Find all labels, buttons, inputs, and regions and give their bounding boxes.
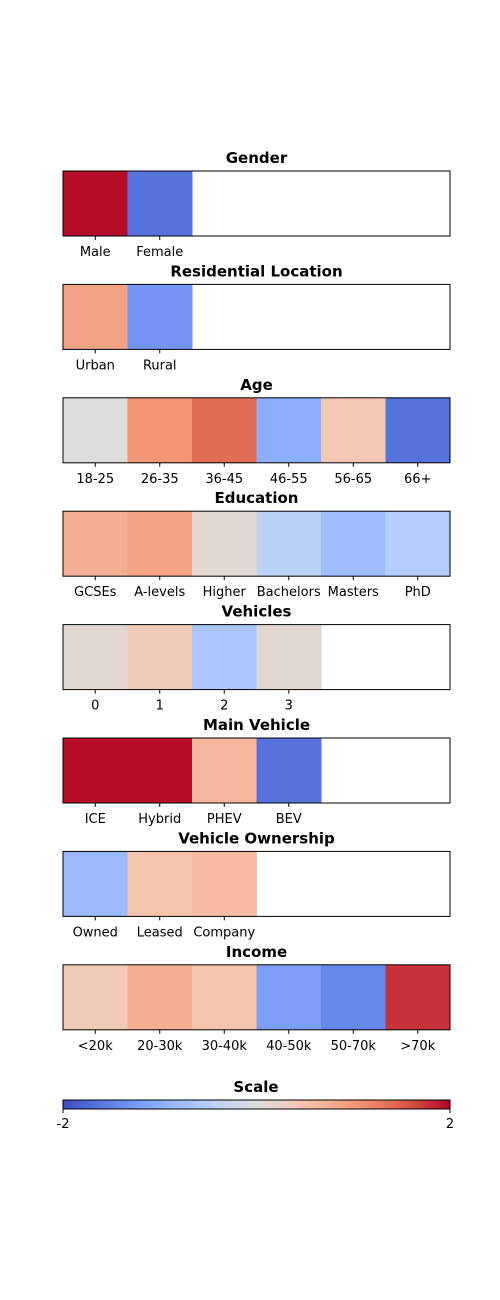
x-tick-label: 66+ [404, 472, 431, 487]
panel-frame [62, 737, 451, 804]
heatmap-cell [63, 964, 128, 1030]
heatmap-cell [127, 397, 193, 463]
panel-title: Main Vehicle [203, 716, 310, 734]
heatmap-cell [256, 624, 322, 690]
x-tick-label: 56-65 [334, 472, 372, 487]
colorbar-strip [62, 1099, 451, 1110]
x-tick-label: 2 [220, 699, 228, 714]
heatmap-cell [385, 397, 451, 463]
panel-frame [62, 850, 451, 917]
heatmap-cell [127, 624, 193, 690]
x-tick-label: 26-35 [141, 472, 179, 487]
x-tick-label: 3 [285, 699, 293, 714]
heatmap-cell [192, 964, 257, 1030]
panel-frame [62, 397, 451, 464]
panel-age: Age 18-25 26-35 36-45 46-55 56-65 66+ [62, 376, 451, 487]
x-tick-label: A-levels [134, 585, 185, 600]
x-tick-label: Higher [203, 585, 247, 600]
x-tick-label: 36-45 [205, 472, 243, 487]
x-tick-label: Owned [73, 925, 118, 940]
panel-vehicle-ownership: Vehicle Ownership Owned Leased Company [62, 829, 451, 940]
x-tick-label: Urban [76, 358, 115, 373]
x-tick-label: BEV [276, 812, 302, 827]
heatmap-cell [63, 851, 128, 917]
heatmap-cell [192, 511, 257, 577]
heatmap-cell [63, 624, 128, 690]
x-tick-label: 18-25 [76, 472, 114, 487]
heatmap-cell [127, 511, 193, 577]
heatmap-cell [192, 851, 257, 917]
heatmap-cell [256, 511, 322, 577]
x-tick-label: 50-70k [331, 1039, 377, 1054]
panel-frame [62, 624, 451, 691]
heatmap-cell [63, 511, 128, 577]
panel-title: Income [226, 943, 287, 961]
colorbar: Scale -2 2 [57, 1078, 455, 1132]
x-tick-label: Masters [328, 585, 379, 600]
panel-title: Vehicles [222, 603, 292, 621]
x-tick-label: 46-55 [270, 472, 308, 487]
x-tick-label: PhD [405, 585, 431, 600]
heatmap-cell [385, 511, 451, 577]
heatmap-cell [192, 624, 257, 690]
x-tick-label: Rural [143, 358, 177, 373]
heatmap-cell [127, 851, 193, 917]
heatmap-cell [321, 964, 386, 1030]
heatmap-cell [127, 738, 193, 803]
panel-gender: Gender Male Female [62, 149, 451, 260]
x-tick-label: 1 [156, 699, 164, 714]
x-tick-label: Female [136, 245, 183, 260]
heatmap-panels: Gender Male Female Residential Location Urba… [62, 149, 451, 1054]
heatmap-cell [63, 397, 128, 463]
heatmap-cell [63, 171, 128, 236]
heatmap-cell [192, 397, 257, 463]
heatmap-cell [127, 284, 193, 350]
colorbar-max-label: 2 [446, 1117, 454, 1132]
colorbar-min-label: -2 [57, 1117, 70, 1132]
x-tick-label: Bachelors [257, 585, 321, 600]
x-tick-label: 40-50k [266, 1039, 312, 1054]
x-tick-label: PHEV [207, 812, 242, 827]
colorbar-title: Scale [233, 1078, 278, 1096]
heatmap-cell [127, 171, 193, 236]
heatmap-cell [385, 964, 451, 1030]
panel-vehicles: Vehicles 0 1 2 3 [62, 603, 451, 714]
x-tick-label: GCSEs [74, 585, 117, 600]
panel-frame [62, 283, 451, 350]
panel-title: Age [240, 376, 273, 394]
panel-title: Residential Location [170, 262, 342, 280]
heatmap-cell [127, 964, 193, 1030]
heatmap-cell [256, 738, 322, 803]
heatmap-cell [256, 964, 322, 1030]
heatmap-cell [63, 284, 128, 350]
x-tick-label: >70k [400, 1039, 435, 1054]
x-tick-label: Company [193, 925, 255, 940]
x-tick-label: 20-30k [137, 1039, 183, 1054]
heatmap-cell [192, 738, 257, 803]
panel-frame [62, 510, 451, 577]
heatmap-cell [321, 397, 386, 463]
x-tick-label: <20k [78, 1039, 113, 1054]
x-tick-label: Male [80, 245, 111, 260]
panel-residential-location: Residential Location Urban Rural [62, 262, 451, 373]
x-tick-label: Hybrid [138, 812, 181, 827]
x-tick-label: Leased [137, 925, 183, 940]
panel-title: Gender [226, 149, 288, 167]
heatmap-cell [63, 738, 128, 803]
panel-title: Education [215, 489, 299, 507]
panel-frame [62, 964, 451, 1031]
panel-main-vehicle: Main Vehicle ICE Hybrid PHEV BEV [62, 716, 451, 827]
x-tick-label: ICE [85, 812, 106, 827]
x-tick-label: 30-40k [202, 1039, 248, 1054]
panel-title: Vehicle Ownership [178, 829, 335, 847]
x-tick-label: 0 [91, 699, 99, 714]
panel-income: Income <20k 20-30k 30-40k 40-50k 50-70k >70k [62, 943, 451, 1054]
panel-frame [62, 170, 451, 237]
heatmap-cell [256, 397, 322, 463]
heatmap-cell [321, 511, 386, 577]
panel-education: Education GCSEs A-levels Higher Bachelors Mas… [62, 489, 451, 600]
